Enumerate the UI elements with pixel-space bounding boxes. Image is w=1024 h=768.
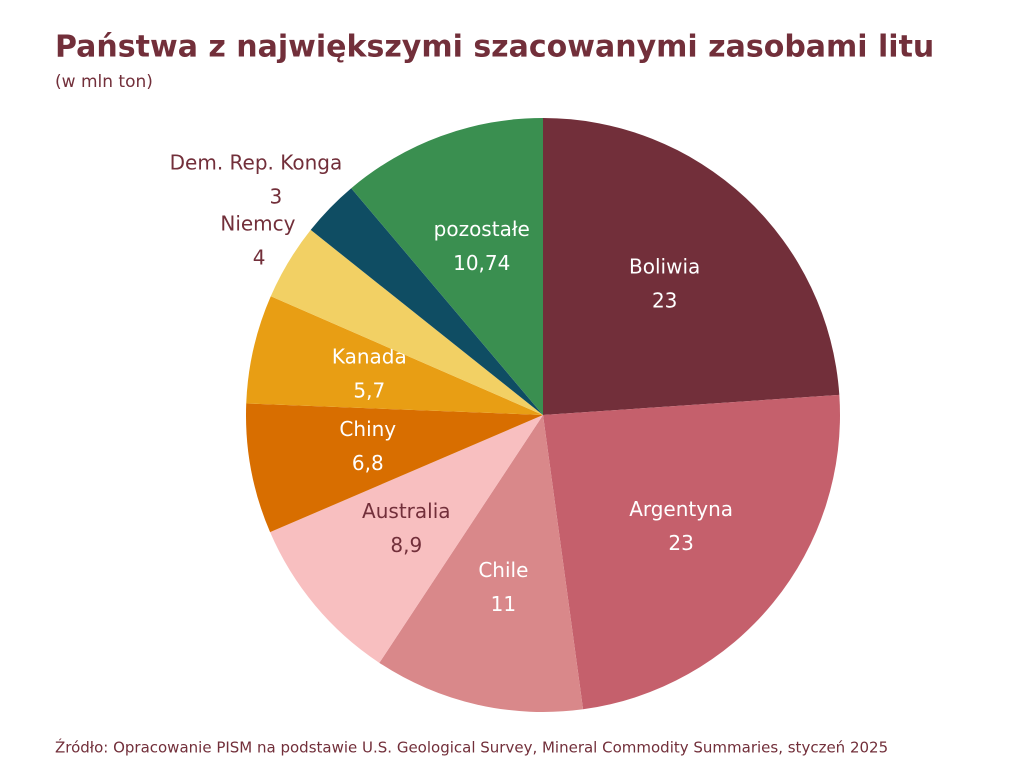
pie-slice <box>543 118 840 415</box>
pie-slice <box>270 229 543 415</box>
value-label: 8,9 <box>390 533 422 557</box>
pie-slice <box>351 118 543 415</box>
slice-label: pozostałe <box>434 217 530 241</box>
slice-label: Argentyna <box>629 497 733 521</box>
source-note: Źródło: Opracowanie PISM na podstawie U.… <box>55 738 888 757</box>
value-label: 23 <box>652 288 677 312</box>
value-label: 11 <box>491 592 516 616</box>
pie-slice <box>246 296 543 415</box>
slice-label: Niemcy <box>220 211 295 235</box>
chart-subtitle: (w mln ton) <box>55 72 153 92</box>
pie-slice <box>270 415 543 663</box>
pie-slice <box>543 394 840 710</box>
value-label: 6,8 <box>352 451 384 475</box>
slice-label: Chile <box>478 558 528 582</box>
slice-label: Dem. Rep. Konga <box>170 151 343 175</box>
chart-title: Państwa z największymi szacowanymi zasob… <box>55 30 934 65</box>
pie-slice <box>245 403 543 533</box>
value-label: 23 <box>668 531 693 555</box>
slice-label: Chiny <box>339 417 396 441</box>
value-label: 4 <box>253 245 266 269</box>
pie-slice <box>379 415 584 712</box>
slice-label: Australia <box>362 499 450 523</box>
slice-label: Boliwia <box>629 254 700 278</box>
value-label: 5,7 <box>353 379 385 403</box>
value-label: 3 <box>270 185 283 209</box>
value-label: 10,74 <box>453 251 510 275</box>
pie-slice <box>310 188 543 415</box>
